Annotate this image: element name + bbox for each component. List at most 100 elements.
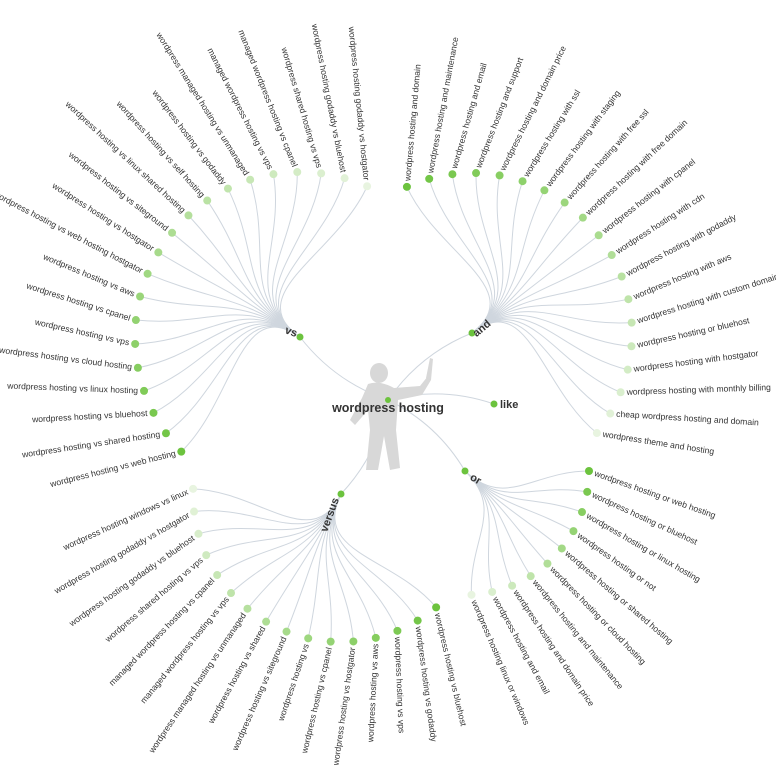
leaf-node-dot[interactable] (594, 231, 603, 240)
leaf-node-dot[interactable] (154, 248, 163, 257)
hub-node-or[interactable] (461, 467, 469, 475)
leaf-node-dot[interactable] (467, 590, 476, 599)
leaf-node-dot[interactable] (317, 169, 326, 178)
leaf-node-dot[interactable] (540, 186, 549, 195)
leaf-node-dot[interactable] (131, 339, 140, 348)
leaf-node-dot[interactable] (227, 589, 236, 598)
leaf-node-dot[interactable] (371, 633, 380, 642)
leaf-node-dot[interactable] (543, 559, 552, 568)
leaf-node-dot[interactable] (262, 617, 271, 626)
leaf-node-dot[interactable] (583, 487, 592, 496)
leaf-keyword[interactable]: wordpress hosting and domain (402, 64, 422, 183)
leaf-node-dot[interactable] (131, 316, 140, 325)
leaf-keyword[interactable]: wordpress theme and hosting (601, 429, 715, 457)
leaf-node-dot[interactable] (349, 637, 358, 646)
hub-node-and[interactable] (468, 329, 476, 337)
leaf-keyword[interactable]: wordpress hosting vs cloud hosting (0, 345, 133, 372)
leaf-keyword[interactable]: cheap wordpress hosting and domain (616, 409, 759, 428)
leaf-node-dot[interactable] (190, 507, 199, 516)
leaf-node-dot[interactable] (472, 169, 481, 178)
leaf-node-dot[interactable] (246, 175, 255, 184)
leaf-keyword[interactable]: wordpress hosting with monthly billing (625, 382, 771, 397)
leaf-keyword[interactable]: wordpress hosting vs shared hosting (20, 429, 161, 460)
leaf-node-dot[interactable] (203, 196, 212, 205)
leaf-node-dot[interactable] (243, 604, 252, 613)
leaf-keyword[interactable]: wordpress hosting vs godaddy (414, 625, 440, 743)
leaf-node-dot[interactable] (518, 177, 527, 186)
leaf-node-dot[interactable] (526, 572, 535, 581)
leaf-keyword[interactable]: wordpress hosting or not (575, 530, 659, 593)
leaf-node-dot[interactable] (557, 544, 566, 553)
hub-node-vs[interactable] (296, 333, 304, 341)
leaf-node-dot[interactable] (617, 272, 626, 281)
leaf-keyword[interactable]: wordpress hosting with hostgator (632, 348, 759, 374)
leaf-node-dot[interactable] (560, 198, 569, 207)
leaf-keyword[interactable]: wordpress hosting with custom domain (635, 271, 776, 326)
leaf-node-dot[interactable] (161, 429, 170, 438)
leaf-node-dot[interactable] (616, 388, 625, 397)
leaf-node-dot[interactable] (402, 182, 411, 191)
hub-node-like[interactable] (490, 400, 498, 408)
leaf-keyword[interactable]: wordpress hosting vs vps (393, 636, 407, 734)
leaf-keyword[interactable]: wordpress hosting with godaddy (624, 211, 739, 278)
leaf-node-dot[interactable] (488, 587, 497, 596)
leaf-node-dot[interactable] (508, 581, 517, 590)
leaf-node-dot[interactable] (143, 269, 152, 278)
leaf-keyword[interactable]: wordpress hosting vs hostgator (50, 180, 156, 253)
leaf-node-dot[interactable] (168, 228, 177, 237)
leaf-node-dot[interactable] (448, 170, 457, 179)
leaf-node-dot[interactable] (578, 508, 587, 517)
leaf-node-dot[interactable] (569, 527, 578, 536)
leaf-node-dot[interactable] (340, 174, 349, 183)
leaf-keyword[interactable]: wordpress hosting vs aws (365, 644, 380, 744)
leaf-node-dot[interactable] (213, 571, 222, 580)
link-versus-leaf (193, 493, 342, 525)
root-keyword: wordpress hosting (331, 401, 444, 415)
leaf-keyword[interactable]: wordpress hosting vs vps (33, 317, 130, 348)
hub-node-versus[interactable] (337, 490, 345, 498)
leaf-node-dot[interactable] (282, 627, 291, 636)
leaf-node-dot[interactable] (432, 603, 441, 612)
leaf-node-dot[interactable] (495, 171, 504, 180)
leaf-node-dot[interactable] (136, 292, 145, 301)
leaf-keyword[interactable]: wordpress hosting vs shared (205, 624, 267, 726)
leaf-node-dot[interactable] (606, 409, 615, 418)
leaf-node-dot[interactable] (578, 213, 587, 222)
leaf-node-dot[interactable] (425, 174, 434, 183)
leaf-node-dot[interactable] (223, 184, 232, 193)
leaf-node-dot[interactable] (393, 626, 402, 635)
leaf-node-dot[interactable] (140, 386, 149, 395)
leaf-node-dot[interactable] (627, 342, 636, 351)
leaf-keyword[interactable]: wordpress hosting vs hostgator (330, 647, 357, 767)
leaf-node-dot[interactable] (413, 616, 422, 625)
leaf-node-dot[interactable] (624, 295, 633, 304)
leaf-node-dot[interactable] (202, 551, 211, 560)
link-or-leaf (464, 470, 532, 577)
root-node[interactable] (385, 397, 391, 403)
leaf-node-dot[interactable] (363, 182, 372, 191)
leaf-keyword[interactable]: wordpress hosting with cdn (613, 191, 706, 256)
leaf-keyword[interactable]: wordpress hosting vs bluehost (433, 611, 469, 727)
leaf-node-dot[interactable] (149, 408, 158, 417)
leaf-node-dot[interactable] (326, 637, 335, 646)
leaf-node-dot[interactable] (269, 170, 278, 179)
leaf-node-dot[interactable] (177, 447, 186, 456)
leaf-node-dot[interactable] (585, 467, 593, 475)
leaf-keyword[interactable]: wordpress hosting vs linux hosting (6, 381, 138, 396)
leaf-keyword[interactable]: wordpress hosting or web hosting (592, 468, 717, 520)
leaf-node-dot[interactable] (607, 251, 616, 260)
leaf-keyword[interactable]: wordpress hosting vs bluehost (31, 408, 149, 424)
leaf-node-dot[interactable] (592, 429, 601, 438)
leaf-keyword[interactable]: wordpress hosting vs web hosting (48, 448, 177, 489)
leaf-node-dot[interactable] (189, 484, 198, 493)
leaf-keyword[interactable]: wordpress hosting vs siteground (230, 635, 289, 753)
leaf-node-dot[interactable] (304, 634, 313, 643)
leaf-node-dot[interactable] (627, 318, 636, 327)
leaf-node-dot[interactable] (184, 211, 193, 220)
leaf-keyword[interactable]: managed wordpress hosting vs vps (205, 46, 275, 171)
leaf-node-dot[interactable] (293, 168, 302, 177)
leaf-node-dot[interactable] (623, 365, 632, 374)
leaf-node-dot[interactable] (133, 363, 142, 372)
leaf-node-dot[interactable] (194, 529, 203, 538)
leaf-keyword[interactable]: wordpress hosting godaddy vs hostgator (347, 25, 372, 181)
